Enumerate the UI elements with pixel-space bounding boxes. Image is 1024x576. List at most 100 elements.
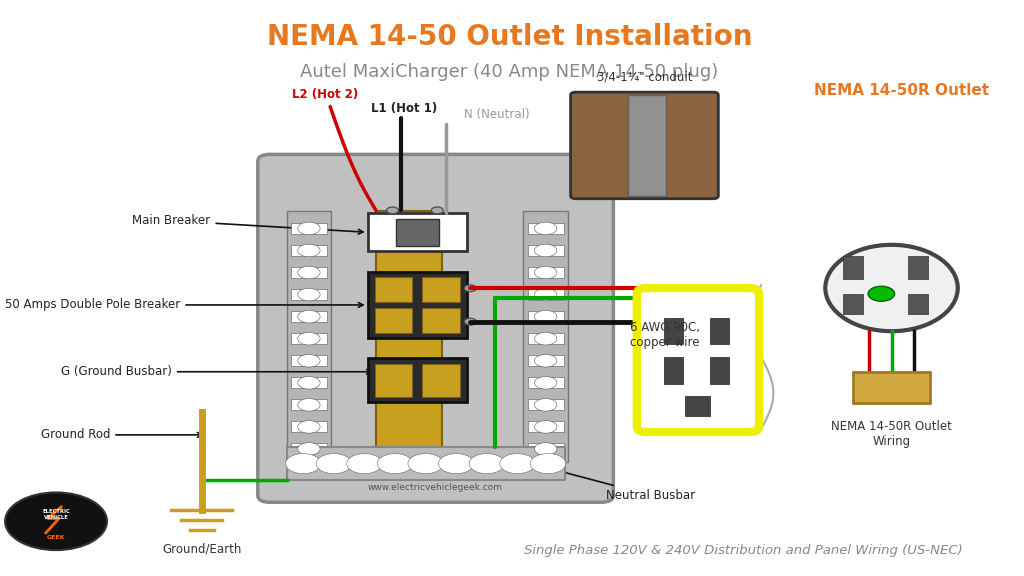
Text: Electrical Bonding: Electrical Bonding bbox=[382, 458, 470, 469]
Bar bbox=[908, 294, 928, 314]
Bar bbox=[376, 211, 442, 462]
Bar bbox=[685, 396, 711, 416]
Circle shape bbox=[431, 207, 443, 214]
Circle shape bbox=[535, 399, 557, 411]
Circle shape bbox=[298, 244, 321, 257]
Bar bbox=[291, 267, 327, 278]
Bar bbox=[291, 443, 327, 454]
Bar bbox=[368, 213, 467, 252]
Text: ELECTRIC
VEHICLE: ELECTRIC VEHICLE bbox=[42, 509, 70, 520]
Circle shape bbox=[535, 332, 557, 345]
Bar bbox=[527, 399, 563, 410]
Text: Autel MaxiCharger (40 Amp NEMA 14-50 plug): Autel MaxiCharger (40 Amp NEMA 14-50 plu… bbox=[300, 63, 719, 81]
Bar bbox=[395, 219, 439, 246]
FancyBboxPatch shape bbox=[258, 154, 613, 502]
Bar bbox=[908, 256, 928, 279]
Circle shape bbox=[535, 288, 557, 301]
Bar bbox=[291, 421, 327, 433]
Bar bbox=[527, 223, 563, 234]
Text: G (Ground Busbar): G (Ground Busbar) bbox=[61, 365, 372, 378]
Circle shape bbox=[347, 454, 382, 473]
FancyBboxPatch shape bbox=[570, 92, 718, 199]
Circle shape bbox=[298, 222, 321, 235]
Circle shape bbox=[530, 454, 566, 473]
Circle shape bbox=[298, 377, 321, 389]
Circle shape bbox=[535, 244, 557, 257]
Bar bbox=[527, 377, 563, 388]
Circle shape bbox=[298, 332, 321, 345]
Bar bbox=[287, 211, 332, 462]
Circle shape bbox=[438, 454, 474, 473]
Text: Single Phase 120V & 240V Distribution and Panel Wiring (US-NEC): Single Phase 120V & 240V Distribution an… bbox=[524, 544, 964, 557]
Bar bbox=[527, 267, 563, 278]
Text: Ground/Earth: Ground/Earth bbox=[162, 543, 242, 556]
Circle shape bbox=[465, 319, 476, 325]
Text: NEMA 14-50R Outlet: NEMA 14-50R Outlet bbox=[814, 83, 989, 98]
Bar bbox=[287, 447, 564, 480]
Bar bbox=[527, 421, 563, 433]
Circle shape bbox=[868, 286, 895, 301]
Text: NEMA 14-50 Outlet Installation: NEMA 14-50 Outlet Installation bbox=[266, 24, 753, 51]
Text: 6 AWG 90C,
copper wire: 6 AWG 90C, copper wire bbox=[630, 321, 699, 348]
Bar bbox=[527, 443, 563, 454]
Circle shape bbox=[535, 354, 557, 367]
Circle shape bbox=[408, 454, 443, 473]
Bar bbox=[291, 377, 327, 388]
Circle shape bbox=[535, 442, 557, 455]
Bar bbox=[291, 311, 327, 322]
Text: Neutral Busbar: Neutral Busbar bbox=[536, 464, 695, 502]
Bar bbox=[843, 256, 863, 279]
Bar bbox=[291, 245, 327, 256]
Circle shape bbox=[535, 222, 557, 235]
Circle shape bbox=[465, 285, 476, 291]
Bar bbox=[527, 355, 563, 366]
Ellipse shape bbox=[825, 245, 957, 331]
Circle shape bbox=[298, 354, 321, 367]
Bar bbox=[291, 399, 327, 410]
Circle shape bbox=[387, 207, 398, 214]
Bar bbox=[527, 311, 563, 322]
Text: 3/4-1¼" conduit: 3/4-1¼" conduit bbox=[597, 71, 692, 84]
Text: Main Breaker: Main Breaker bbox=[132, 214, 364, 234]
Circle shape bbox=[298, 442, 321, 455]
FancyBboxPatch shape bbox=[637, 288, 759, 432]
Bar bbox=[527, 333, 563, 344]
Circle shape bbox=[535, 420, 557, 433]
Bar bbox=[843, 294, 863, 314]
Bar bbox=[375, 363, 413, 397]
Circle shape bbox=[535, 377, 557, 389]
Text: GEEK: GEEK bbox=[47, 535, 66, 540]
Circle shape bbox=[298, 288, 321, 301]
Text: 50 Amps Double Pole Breaker: 50 Amps Double Pole Breaker bbox=[5, 298, 364, 312]
Bar bbox=[422, 277, 460, 302]
Bar bbox=[523, 211, 568, 462]
Circle shape bbox=[298, 420, 321, 433]
Circle shape bbox=[5, 492, 106, 550]
Circle shape bbox=[535, 310, 557, 323]
Text: L2 (Hot 2): L2 (Hot 2) bbox=[292, 88, 358, 101]
Bar bbox=[628, 95, 667, 196]
Bar bbox=[375, 308, 413, 333]
Bar bbox=[368, 358, 467, 402]
Circle shape bbox=[298, 399, 321, 411]
Text: N (Neutral): N (Neutral) bbox=[464, 108, 529, 121]
Bar bbox=[711, 357, 728, 384]
Circle shape bbox=[298, 266, 321, 279]
Circle shape bbox=[286, 454, 321, 473]
Bar bbox=[422, 363, 460, 397]
Text: www.electricvehiclegeek.com: www.electricvehiclegeek.com bbox=[368, 483, 503, 492]
Bar bbox=[527, 289, 563, 300]
Bar bbox=[665, 357, 683, 384]
Circle shape bbox=[535, 266, 557, 279]
Bar bbox=[368, 271, 467, 338]
Bar bbox=[291, 289, 327, 300]
Text: NEMA 14-50R Outlet
Wiring: NEMA 14-50R Outlet Wiring bbox=[831, 420, 952, 449]
Circle shape bbox=[316, 454, 351, 473]
Bar bbox=[291, 333, 327, 344]
Bar bbox=[291, 223, 327, 234]
Text: L1 (Hot 1): L1 (Hot 1) bbox=[371, 103, 437, 115]
Bar bbox=[527, 245, 563, 256]
Bar bbox=[291, 355, 327, 366]
Bar bbox=[422, 308, 460, 333]
Circle shape bbox=[298, 310, 321, 323]
